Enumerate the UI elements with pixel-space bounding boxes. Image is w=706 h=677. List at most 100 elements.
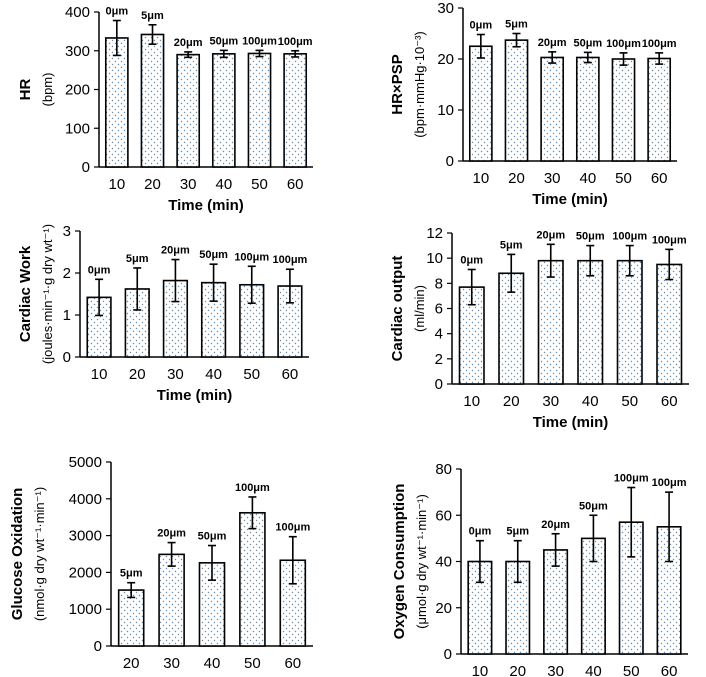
x-tick-label: 10 [472, 663, 489, 677]
bar-data-label: 100μm [614, 473, 649, 485]
y-tick-label: 10 [426, 250, 443, 267]
y-tick-label: 0 [444, 646, 452, 663]
bar-data-label: 0μm [106, 6, 129, 18]
bar [647, 57, 672, 162]
bar-data-label: 20μm [538, 37, 567, 49]
y-tick-label: 4000 [69, 491, 102, 508]
x-tick-label: 20 [503, 393, 520, 410]
x-axis-title: Time (min) [157, 387, 233, 404]
bar-data-label: 5μm [506, 526, 529, 538]
x-tick-label: 40 [204, 655, 221, 672]
bar-data-label: 5μm [500, 239, 523, 251]
y-axis-units: (nmol·g dry wt⁻¹·min⁻¹) [32, 487, 47, 621]
chart-panel-cardiac-work: 0 1 2 3 0μm 10 5μm 20 20μm 30 50μm 40 100μm 50 100μm 60… [17, 223, 309, 404]
chart-panel-hr: 0 100 200 300 400 0μm 10 5μm 20 20μm 30 50μm 40 100μm… [17, 4, 313, 214]
y-axis-units: (bpm) [40, 73, 55, 107]
y-tick-label: 3000 [69, 528, 102, 545]
y-tick-label: 12 [426, 225, 443, 242]
bar-data-label: 20μm [157, 528, 186, 540]
x-tick-label: 20 [123, 655, 140, 672]
x-axis-title: Time (min) [532, 191, 608, 208]
x-axis-title: Time (min) [168, 197, 244, 214]
x-tick-label: 50 [623, 663, 640, 677]
bar [158, 553, 185, 647]
y-axis-units: (μmol·g dry wt⁻¹·min⁻¹) [414, 494, 429, 629]
x-tick-label: 30 [544, 170, 561, 187]
x-tick-label: 60 [651, 170, 668, 187]
bar [611, 58, 636, 162]
bar-data-label: 5μm [126, 253, 149, 265]
x-tick-label: 10 [472, 170, 489, 187]
bar [540, 56, 565, 162]
bar-data-label: 0μm [470, 20, 493, 32]
bar-data-label: 20μm [174, 37, 203, 49]
bar-data-label: 0μm [469, 526, 492, 538]
y-tick-label: 0 [435, 376, 443, 393]
chart-panel-hr-psp: 0 10 20 30 0μm 10 5μm 20 20μm 30 50μm 40 100μm 50 100μ… [389, 0, 677, 208]
bar [577, 259, 604, 385]
y-tick-label: 40 [435, 554, 452, 571]
y-axis-title: Cardiac output [389, 256, 406, 362]
x-tick-label: 60 [284, 655, 301, 672]
y-tick-label: 100 [65, 120, 90, 137]
bar-data-label: 0μm [460, 254, 483, 266]
bar [537, 259, 564, 385]
y-axis-title: Oxygen Consumption [391, 484, 408, 640]
bar-data-label: 100μm [272, 254, 307, 266]
x-tick-label: 30 [167, 366, 184, 383]
x-tick-label: 40 [215, 176, 232, 193]
x-tick-label: 40 [582, 393, 599, 410]
x-tick-label: 10 [108, 176, 125, 193]
bar-data-label: 20μm [536, 229, 565, 241]
y-axis-units: (bpm·mmHg·10⁻³) [412, 31, 427, 138]
y-tick-label: 60 [435, 507, 452, 524]
bar-data-label: 100μm [606, 38, 641, 50]
bar-data-label: 100μm [275, 522, 310, 534]
x-tick-label: 10 [91, 366, 108, 383]
chart-panel-glucose-oxidation: 0 1000 2000 3000 4000 5000 5μm 20 20μm 30 50μm 40 10… [9, 454, 313, 677]
y-axis-title: Cardiac Work [17, 245, 34, 342]
bar-data-label: 100μm [234, 251, 269, 263]
x-tick-label: 20 [144, 176, 161, 193]
x-tick-label: 60 [661, 663, 678, 677]
y-tick-label: 2 [435, 351, 443, 368]
y-tick-label: 5000 [69, 454, 102, 471]
x-tick-label: 50 [621, 393, 638, 410]
x-tick-label: 50 [243, 366, 260, 383]
bar [140, 33, 165, 168]
x-tick-label: 30 [547, 663, 564, 677]
x-tick-label: 20 [509, 663, 526, 677]
y-tick-label: 6 [435, 301, 443, 318]
y-tick-label: 0 [82, 159, 90, 176]
bar [656, 263, 683, 385]
y-axis-title: HR×PSP [389, 54, 406, 114]
y-tick-label: 0 [446, 153, 454, 170]
y-tick-label: 10 [437, 102, 454, 119]
bar [575, 56, 600, 162]
bar [176, 53, 201, 168]
bar-data-label: 50μm [573, 37, 602, 49]
x-tick-label: 20 [129, 366, 146, 383]
bar-data-label: 100μm [242, 35, 277, 47]
bar-data-label: 5μm [120, 568, 143, 580]
x-tick-label: 30 [163, 655, 180, 672]
y-tick-label: 4 [435, 326, 443, 343]
bar-data-label: 50μm [199, 249, 228, 261]
chart-panel-cardiac-output: 0 2 4 6 8 10 12 0μm 10 5μm 20 20μm 30 50μm 40 100μm 50 10… [389, 225, 689, 431]
x-tick-label: 60 [287, 176, 304, 193]
y-axis-title: Glucose Oxidation [9, 488, 26, 621]
bar-data-label: 100μm [235, 482, 270, 494]
y-tick-label: 2 [63, 265, 71, 282]
bar-data-label: 0μm [88, 264, 111, 276]
bar [616, 259, 643, 385]
x-tick-label: 50 [244, 655, 261, 672]
x-tick-label: 30 [542, 393, 559, 410]
y-tick-label: 200 [65, 82, 90, 99]
x-tick-label: 30 [180, 176, 197, 193]
bar [104, 37, 129, 168]
x-axis-title: Time (min) [533, 414, 609, 431]
x-tick-label: 10 [463, 393, 480, 410]
y-tick-label: 3 [63, 223, 71, 240]
x-tick-label: 40 [585, 663, 602, 677]
